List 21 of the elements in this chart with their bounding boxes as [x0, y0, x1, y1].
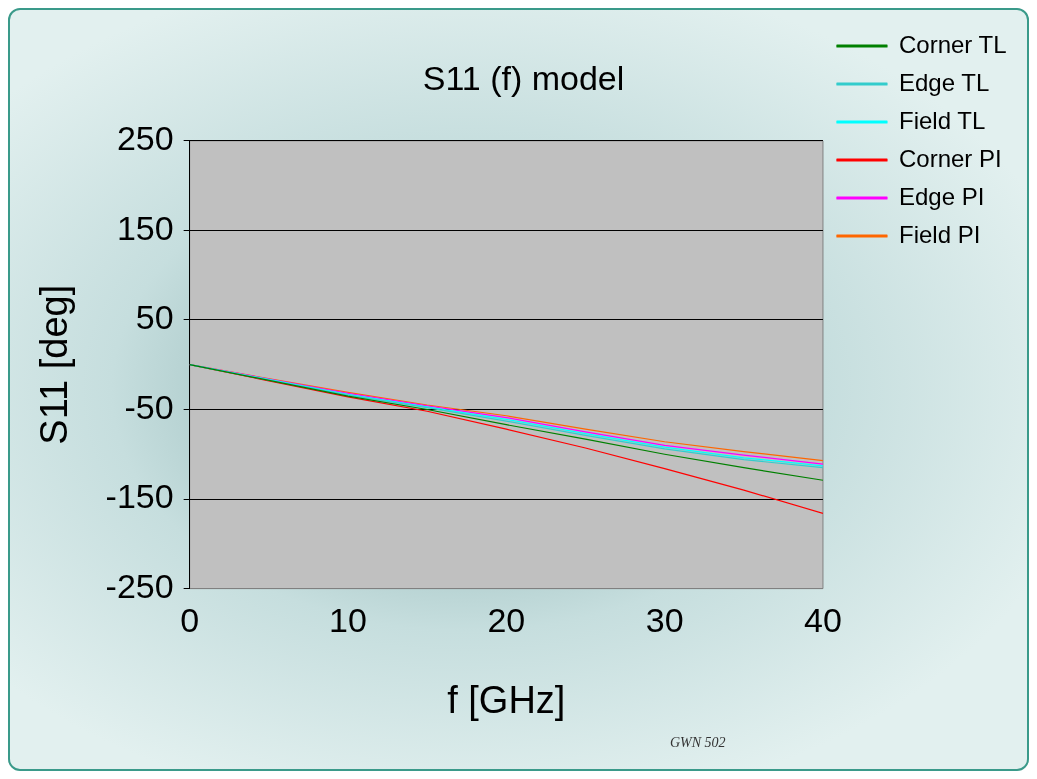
y-tick-label: -250: [105, 566, 174, 605]
y-tick-label: 150: [116, 208, 174, 247]
y-axis-title: S11 [deg]: [33, 284, 76, 445]
text: GWN 502: [670, 735, 726, 751]
x-axis-title: f [GHz]: [447, 678, 566, 721]
legend-label: Field PI: [898, 220, 981, 248]
y-tick-label: 250: [116, 119, 174, 158]
x-tick-label: 0: [180, 601, 200, 640]
y-tick-label: 50: [135, 298, 174, 337]
legend-label: Edge PI: [898, 182, 985, 210]
y-tick-label: -150: [105, 477, 174, 516]
chart-title: S11 (f) model: [422, 58, 625, 97]
y-tick-label: -50: [124, 387, 174, 426]
legend-label: Corner TL: [898, 30, 1007, 58]
x-tick-label: 30: [645, 601, 684, 640]
x-tick-label: 40: [804, 601, 842, 640]
x-tick-label: 10: [329, 601, 367, 640]
legend-label: Corner PI: [898, 144, 1002, 172]
x-tick-label: 20: [487, 601, 526, 640]
legend-label: Field TL: [898, 106, 986, 134]
legend-label: Edge TL: [898, 68, 990, 96]
